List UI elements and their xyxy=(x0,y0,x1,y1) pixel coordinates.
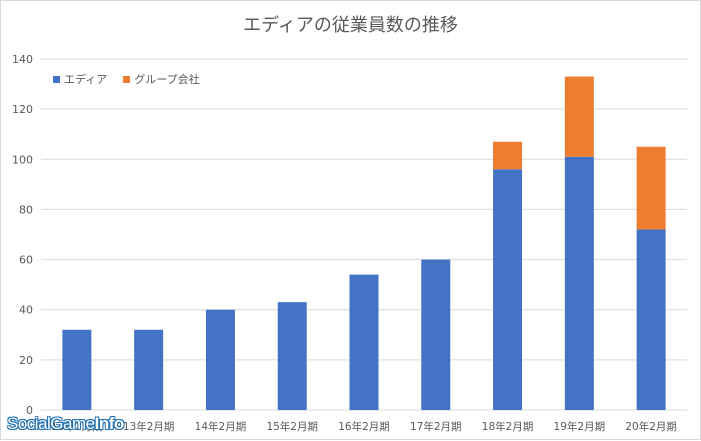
x-tick-label-6: 18年2月期 xyxy=(482,420,534,433)
legend-label-group: グループ会社 xyxy=(134,73,200,86)
bar-ediia-3 xyxy=(277,302,307,410)
legend-swatch-ediia xyxy=(53,75,60,83)
y-tick-label-20: 20 xyxy=(19,354,33,367)
x-tick-label-7: 19年2月期 xyxy=(554,420,606,433)
y-tick-label-0: 0 xyxy=(26,404,33,417)
x-tick-label-2: 14年2月期 xyxy=(195,420,247,433)
y-tick-label-60: 60 xyxy=(19,254,33,267)
watermark-text: SocialGame xyxy=(7,414,95,433)
x-tick-label-5: 17年2月期 xyxy=(410,420,462,433)
legend-item-group: グループ会社 xyxy=(123,71,200,87)
x-tick-label-8: 20年2月期 xyxy=(625,420,677,433)
x-tick-label-1: 13年2月期 xyxy=(123,420,175,433)
watermark-bold: Info xyxy=(94,414,125,433)
watermark-logo: SocialGameInfo xyxy=(7,414,124,434)
bar-group-7 xyxy=(564,76,594,157)
bar-ediia-7 xyxy=(564,156,594,410)
bar-group-8 xyxy=(636,146,666,230)
bar-ediia-6 xyxy=(493,169,523,410)
bar-ediia-5 xyxy=(421,259,451,410)
x-tick-label-4: 16年2月期 xyxy=(338,420,390,433)
x-tick-label-3: 15年2月期 xyxy=(266,420,318,433)
legend-swatch-group xyxy=(123,75,131,83)
x-tick-label-0: 13年2月期 xyxy=(51,420,103,433)
bar-group-6 xyxy=(493,141,523,170)
legend-item-ediia: エディア xyxy=(53,71,107,87)
chart-title: エディアの従業員数の推移 xyxy=(243,15,458,36)
bar-ediia-2 xyxy=(205,309,235,410)
legend-label-ediia: エディア xyxy=(64,73,108,86)
bar-ediia-4 xyxy=(349,274,379,410)
y-tick-label-80: 80 xyxy=(19,203,33,216)
y-tick-label-140: 140 xyxy=(12,53,33,66)
y-tick-label-100: 100 xyxy=(12,153,33,166)
bar-ediia-1 xyxy=(134,329,164,410)
y-tick-label-40: 40 xyxy=(19,304,33,317)
legend: エディア グループ会社 xyxy=(53,71,200,87)
bar-ediia-0 xyxy=(62,329,92,410)
y-tick-label-120: 120 xyxy=(12,103,33,116)
bar-ediia-8 xyxy=(636,229,666,410)
